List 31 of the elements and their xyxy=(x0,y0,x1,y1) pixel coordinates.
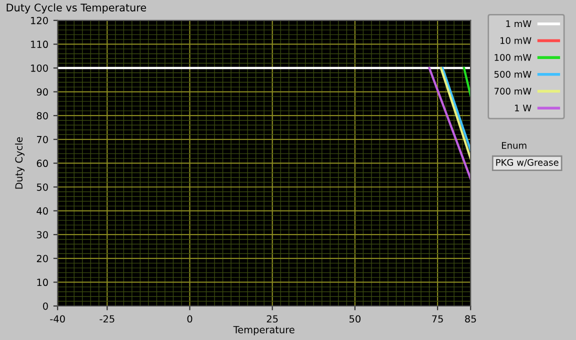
y-tick-label: 60 xyxy=(36,160,48,168)
text: PKG w/Grease xyxy=(496,158,558,167)
legend-label: 500 mW xyxy=(494,70,532,78)
legend-label: 700 mW xyxy=(494,88,532,95)
y-tick-label: 110 xyxy=(31,40,48,48)
y-tick-label: 50 xyxy=(36,183,48,191)
y-tick-label: 0 xyxy=(43,302,48,310)
x-axis-title: Temperature xyxy=(233,326,294,336)
y-tick-label: 10 xyxy=(37,278,48,286)
y-axis-title: Duty Cycle xyxy=(15,137,24,189)
y-tick-label: 30 xyxy=(36,231,48,238)
x-tick-label: 0 xyxy=(187,315,192,323)
legend-label: 1 mW xyxy=(506,20,532,27)
x-tick-label: -25 xyxy=(100,315,114,323)
y-tick-label: 20 xyxy=(36,254,48,262)
x-tick-label: 50 xyxy=(350,315,360,323)
y-tick-label: 120 xyxy=(31,16,48,24)
legend-label: 10 mW xyxy=(500,37,532,44)
x-tick-label: 25 xyxy=(266,315,278,323)
text: Enum xyxy=(502,142,526,149)
y-tick-label: 70 xyxy=(37,136,48,144)
y-tick-label: 100 xyxy=(31,64,48,72)
legend-label: 1 W xyxy=(515,104,532,112)
y-tick-label: 40 xyxy=(36,207,48,215)
legend-label: 100 mW xyxy=(494,54,532,61)
chart-title: Duty Cycle vs Temperature xyxy=(6,3,146,14)
y-tick-label: 80 xyxy=(36,112,48,120)
y-tick-label: 90 xyxy=(36,88,48,96)
x-tick-label: 75 xyxy=(432,315,443,323)
x-tick-label: -40 xyxy=(50,315,65,323)
x-tick-label: 85 xyxy=(465,315,476,323)
